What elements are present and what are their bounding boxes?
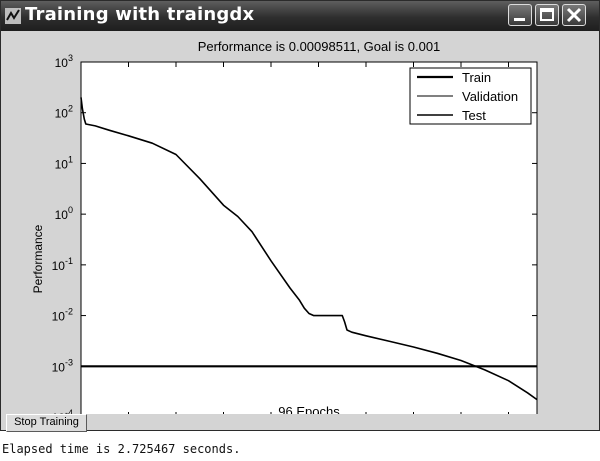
chart-title: Performance is 0.00098511, Goal is 0.001	[198, 39, 441, 54]
console-elapsed-time: Elapsed time is 2.725467 seconds.	[2, 442, 241, 456]
minimize-button[interactable]	[508, 4, 532, 26]
x-axis: 0102030405060708090	[80, 62, 509, 414]
y-tick-label: 10-4	[52, 408, 73, 414]
training-window: Training with traingdx Performance is 0.…	[0, 0, 600, 432]
legend-label-test: Test	[462, 108, 486, 123]
y-tick-label: 10-3	[52, 357, 73, 374]
close-icon	[566, 7, 582, 23]
y-tick-label: 10-2	[52, 307, 73, 324]
y-tick-label: 102	[55, 104, 73, 121]
window-title: Training with traingdx	[25, 4, 255, 25]
x-axis-label: 96 Epochs	[278, 404, 340, 414]
stop-training-button[interactable]: Stop Training	[6, 414, 87, 432]
maximize-icon	[540, 8, 554, 21]
performance-plot: Performance is 0.00098511, Goal is 0.001…	[31, 39, 538, 414]
series-layer	[80, 97, 538, 401]
y-tick-label: 10-1	[52, 256, 73, 273]
legend-label-validation: Validation	[462, 89, 518, 104]
y-tick-label: 101	[55, 154, 73, 171]
y-tick-label: 100	[55, 205, 73, 222]
maximize-button[interactable]	[535, 4, 559, 26]
minimize-icon	[514, 18, 525, 21]
legend: Train Validation Test	[409, 67, 532, 125]
title-bar[interactable]: Training with traingdx	[1, 1, 599, 31]
legend-label-train: Train	[462, 70, 491, 85]
y-tick-label: 103	[55, 53, 73, 70]
series-line-train	[80, 97, 538, 401]
matlab-icon	[5, 8, 21, 24]
close-button[interactable]	[562, 4, 586, 26]
y-axis-label: Performance	[31, 224, 45, 293]
